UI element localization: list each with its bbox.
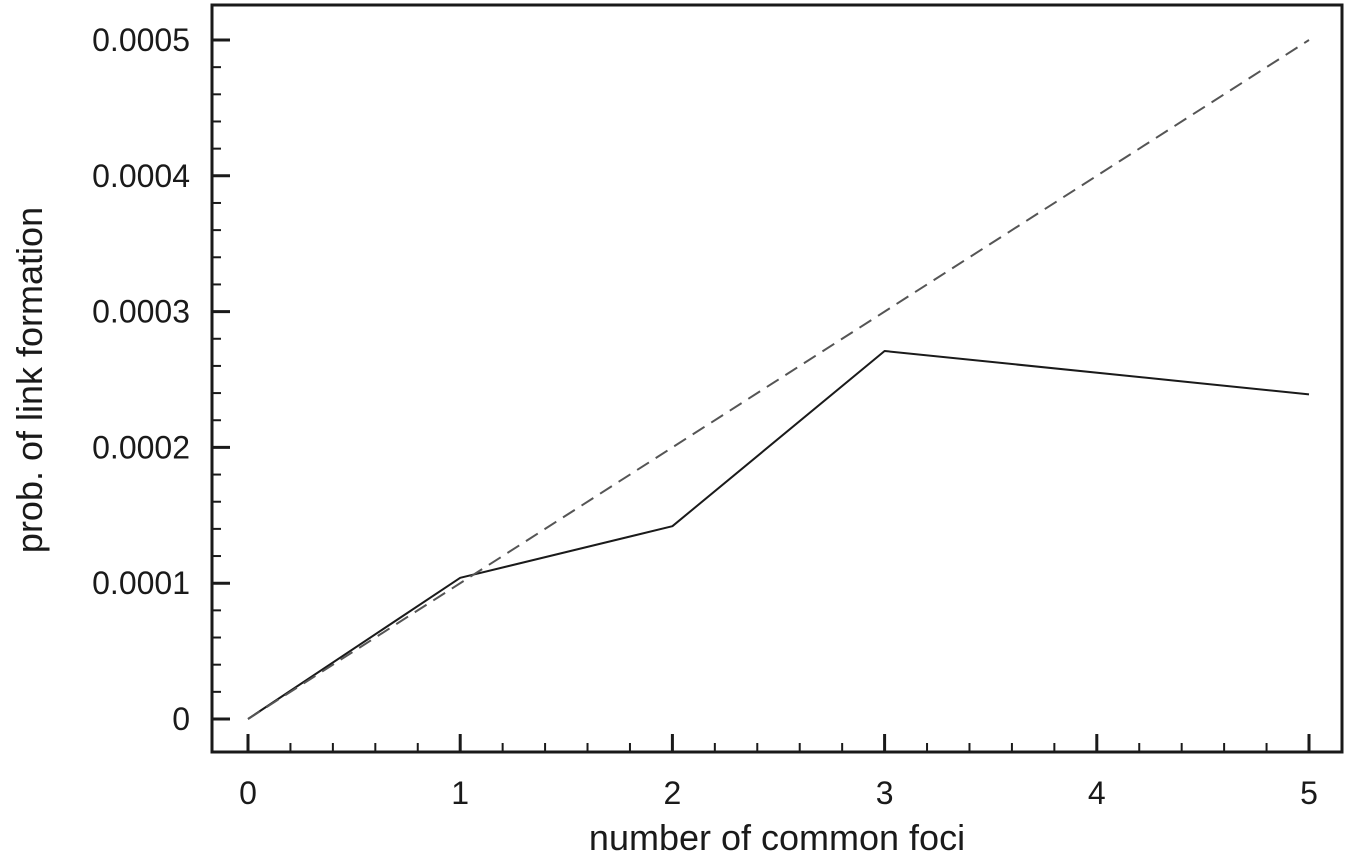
axis-ticks bbox=[212, 38, 1311, 752]
y-tick-label: 0.0004 bbox=[92, 158, 190, 194]
x-axis-title: number of common foci bbox=[589, 817, 965, 858]
y-tick-label: 0.0002 bbox=[92, 429, 190, 465]
x-tick-label: 2 bbox=[664, 775, 682, 811]
y-tick-label: 0.0005 bbox=[92, 22, 190, 58]
x-tick-label: 1 bbox=[451, 775, 469, 811]
y-tick-label: 0.0003 bbox=[92, 294, 190, 330]
x-tick-label: 0 bbox=[239, 775, 257, 811]
y-axis-title: prob. of link formation bbox=[9, 207, 50, 553]
x-tick-label: 5 bbox=[1300, 775, 1318, 811]
plot-frame bbox=[210, 3, 1344, 754]
solid-data-line bbox=[247, 350, 1310, 720]
series-lines bbox=[247, 39, 1310, 720]
axis-tick-labels: 0 1 2 3 4 5 0 0.0001 0.0002 0.0003 0.0004 0.0005 bbox=[92, 22, 1318, 811]
dashed-reference-line bbox=[247, 39, 1310, 720]
x-tick-label: 4 bbox=[1088, 775, 1106, 811]
y-tick-label: 0 bbox=[172, 701, 190, 737]
x-tick-label: 3 bbox=[876, 775, 894, 811]
y-tick-label: 0.0001 bbox=[92, 565, 190, 601]
